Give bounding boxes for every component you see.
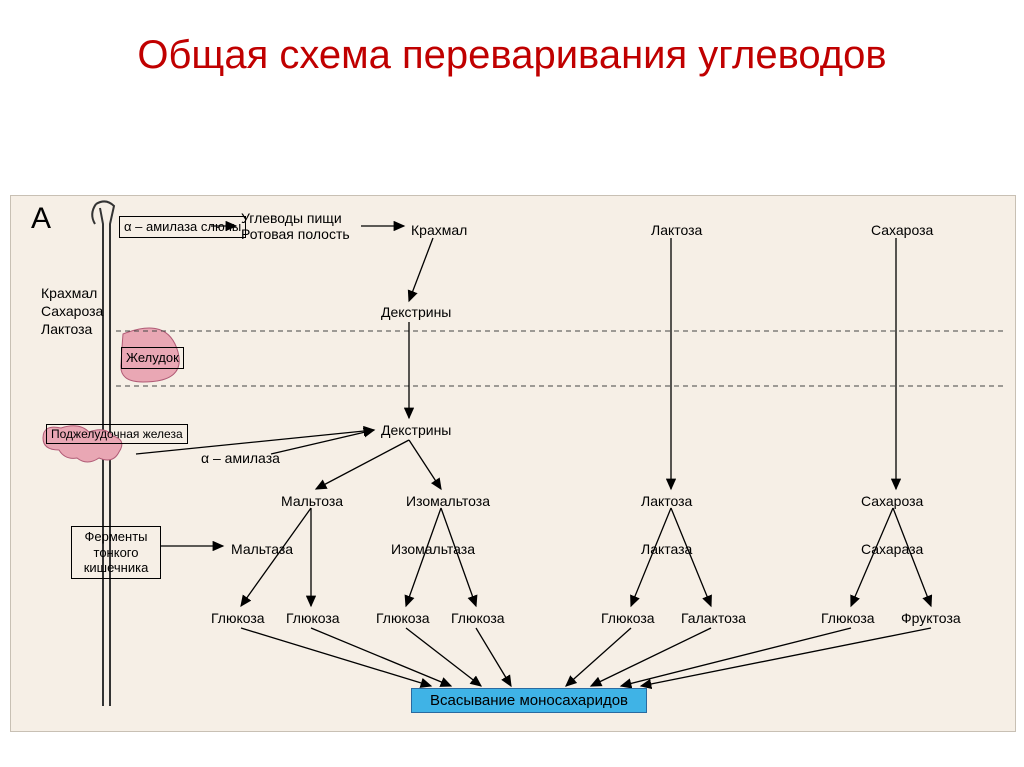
label-dextrins-1: Декстрины <box>381 304 451 320</box>
label-absorption: Всасывание моносахаридов <box>411 688 647 713</box>
label-pancreas: Поджелудочная железа <box>46 424 188 444</box>
label-lactose-top: Лактоза <box>651 222 702 238</box>
label-sucrase: Сахараза <box>861 541 923 557</box>
text-intestinal-enz: Ферменты тонкого кишечника <box>84 529 149 575</box>
label-glucose-2: Глюкоза <box>286 610 340 626</box>
label-isomaltase: Изомальтаза <box>391 541 475 557</box>
text-pancreas: Поджелудочная железа <box>51 427 183 441</box>
label-dextrins-2: Декстрины <box>381 422 451 438</box>
slide-title: Общая схема переваривания углеводов <box>0 30 1024 80</box>
label-glucose-4: Глюкоза <box>451 610 505 626</box>
label-lactose-mid: Лактоза <box>641 493 692 509</box>
slide-root: Общая схема переваривания углеводов А α … <box>0 0 1024 767</box>
diagram-svg <box>11 196 1015 731</box>
label-sucrose-mid: Сахароза <box>861 493 923 509</box>
label-sucrose-top: Сахароза <box>871 222 933 238</box>
label-amylase-saliva: α – амилаза слюны <box>119 216 246 238</box>
label-maltose: Мальтоза <box>281 493 343 509</box>
text-amylase-saliva: α – амилаза слюны <box>124 219 241 234</box>
label-intestinal-enz: Ферменты тонкого кишечника <box>71 526 161 579</box>
label-galactose: Галактоза <box>681 610 746 626</box>
diagram-figure: А α – амилаза слюны Углеводы пищи Ротова… <box>10 195 1016 732</box>
label-maltase: Мальтаза <box>231 541 293 557</box>
text-stomach: Желудок <box>126 350 179 365</box>
label-amylase-2: α – амилаза <box>201 450 280 466</box>
label-lactase: Лактаза <box>641 541 692 557</box>
label-glucose-5: Глюкоза <box>601 610 655 626</box>
label-stomach: Желудок <box>121 347 184 369</box>
label-glucose-1: Глюкоза <box>211 610 265 626</box>
label-starch: Крахмал <box>411 222 467 238</box>
label-fructose: Фруктоза <box>901 610 961 626</box>
label-food-carbs: Углеводы пищи Ротовая полость <box>241 210 371 242</box>
label-glucose-7: Глюкоза <box>821 610 875 626</box>
label-glucose-3: Глюкоза <box>376 610 430 626</box>
label-side-list: Крахмал Сахароза Лактоза <box>41 284 103 339</box>
label-isomaltose: Изомальтоза <box>406 493 490 509</box>
